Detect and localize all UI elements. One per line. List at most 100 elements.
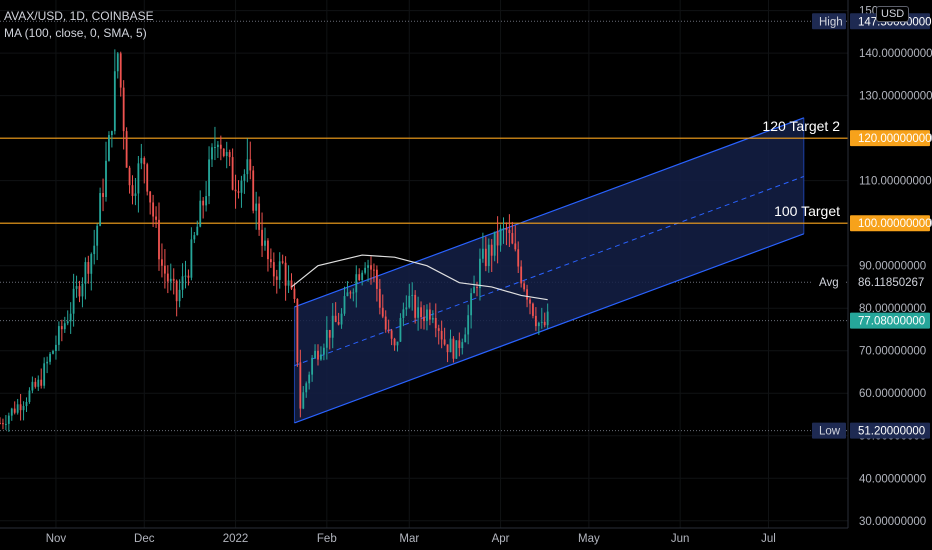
candle-body bbox=[161, 259, 163, 266]
candle-body bbox=[381, 307, 384, 317]
candle-body bbox=[499, 228, 502, 246]
candle-body bbox=[234, 189, 237, 192]
candle-body bbox=[10, 408, 13, 416]
candle-body bbox=[331, 315, 334, 338]
candle-body bbox=[113, 71, 116, 132]
candle-body bbox=[275, 276, 278, 280]
price-tick-label: 60.00000000 bbox=[859, 388, 926, 400]
indicator-title[interactable]: MA (100, close, 0, SMA, 5) bbox=[4, 26, 147, 40]
candle-body bbox=[364, 267, 367, 273]
candle-body bbox=[402, 309, 405, 318]
channel-fill bbox=[294, 117, 804, 423]
candle-body bbox=[78, 286, 81, 297]
candle-body bbox=[405, 307, 408, 310]
candle-body bbox=[452, 338, 455, 359]
horizontal-lines[interactable]: 120 Target 2 100 Target bbox=[0, 118, 848, 224]
price-label-value: 51.20000000 bbox=[858, 426, 925, 438]
candle-body bbox=[373, 269, 375, 271]
candle-body bbox=[237, 191, 240, 193]
price-label-tag-badge bbox=[812, 274, 846, 291]
candle-body bbox=[529, 299, 531, 304]
candle-body bbox=[423, 317, 425, 322]
candle-body bbox=[72, 288, 75, 314]
candle-body bbox=[16, 404, 19, 413]
candle-body bbox=[417, 307, 420, 318]
candle-body bbox=[546, 311, 549, 326]
target-line-label: 120 Target 2 bbox=[762, 118, 840, 134]
candle-body bbox=[131, 185, 134, 196]
price-tick-label: 140.00000000 bbox=[859, 48, 932, 60]
candle-body bbox=[258, 203, 261, 230]
candle-body bbox=[278, 261, 281, 280]
candle-body bbox=[543, 321, 546, 326]
candle-body bbox=[155, 216, 157, 220]
candle-body bbox=[505, 227, 508, 230]
candle-body bbox=[96, 225, 99, 246]
moving-average-line bbox=[291, 254, 548, 301]
candle-body bbox=[172, 278, 175, 281]
candle-body bbox=[184, 275, 187, 277]
candle-body bbox=[479, 258, 481, 289]
price-label-value: 86.11850267 bbox=[858, 277, 924, 289]
candle-body bbox=[199, 200, 202, 227]
candle-body bbox=[511, 233, 514, 244]
candle-body bbox=[169, 278, 172, 282]
candle-body bbox=[25, 401, 28, 407]
time-tick-label: May bbox=[578, 533, 600, 545]
price-label-tag-badge bbox=[812, 422, 846, 439]
candle-body bbox=[134, 193, 137, 196]
candle-body bbox=[314, 350, 316, 358]
candle-body bbox=[428, 309, 431, 320]
candle-body bbox=[22, 406, 25, 411]
parallel-channel[interactable] bbox=[293, 117, 805, 424]
candle-body bbox=[128, 167, 131, 186]
channel-upper-line bbox=[294, 117, 805, 308]
target-line-label: 100 Target bbox=[774, 203, 840, 219]
candle-body bbox=[325, 329, 328, 348]
price-label-badge bbox=[850, 274, 930, 291]
price-label-tag: High bbox=[819, 16, 843, 28]
candle-body bbox=[75, 286, 78, 289]
candle-body bbox=[219, 144, 222, 149]
candle-body bbox=[493, 231, 496, 256]
candle-body bbox=[375, 269, 378, 289]
candle-body bbox=[361, 272, 364, 281]
candle-body bbox=[390, 330, 393, 339]
price-tick-label: 40.00000000 bbox=[859, 473, 926, 485]
price-tick-label: 110.00000000 bbox=[859, 176, 932, 188]
candle-body bbox=[399, 317, 402, 342]
candle-body bbox=[55, 344, 57, 351]
candle-body bbox=[434, 317, 437, 329]
candle-body bbox=[43, 363, 46, 386]
time-tick-label: Apr bbox=[492, 533, 510, 545]
candle-body bbox=[2, 423, 4, 425]
price-tick-label: 70.00000000 bbox=[859, 346, 926, 358]
candle-body bbox=[66, 321, 69, 324]
time-axis[interactable]: Nov Dec 2022 Feb Mar Apr May Jun Jul bbox=[0, 527, 848, 545]
candle-body bbox=[249, 159, 252, 171]
candle-body bbox=[440, 330, 443, 340]
candle-body bbox=[387, 329, 390, 331]
candle-body bbox=[508, 229, 511, 234]
price-axis[interactable]: 150140.00000000130.00000000120.000000001… bbox=[812, 0, 932, 550]
symbol-title[interactable]: AVAX/USD, 1D, COINBASE bbox=[4, 9, 154, 23]
currency-button[interactable]: USD bbox=[876, 6, 910, 22]
candle-body bbox=[40, 379, 43, 386]
candle-body bbox=[526, 289, 528, 300]
candle-body bbox=[496, 231, 499, 246]
candle-body bbox=[163, 265, 166, 274]
candle-body bbox=[261, 229, 263, 246]
candle-body bbox=[49, 353, 51, 362]
candle-body bbox=[514, 243, 517, 250]
candle-body bbox=[337, 321, 340, 325]
candle-body bbox=[252, 170, 255, 211]
candle-body bbox=[464, 334, 467, 343]
candle-body bbox=[125, 131, 128, 168]
candle-body bbox=[408, 295, 411, 308]
candle-body bbox=[264, 240, 266, 246]
candle-body bbox=[393, 338, 396, 346]
candle-body bbox=[193, 235, 196, 240]
candle-body bbox=[81, 283, 84, 297]
candle-body bbox=[302, 392, 305, 409]
